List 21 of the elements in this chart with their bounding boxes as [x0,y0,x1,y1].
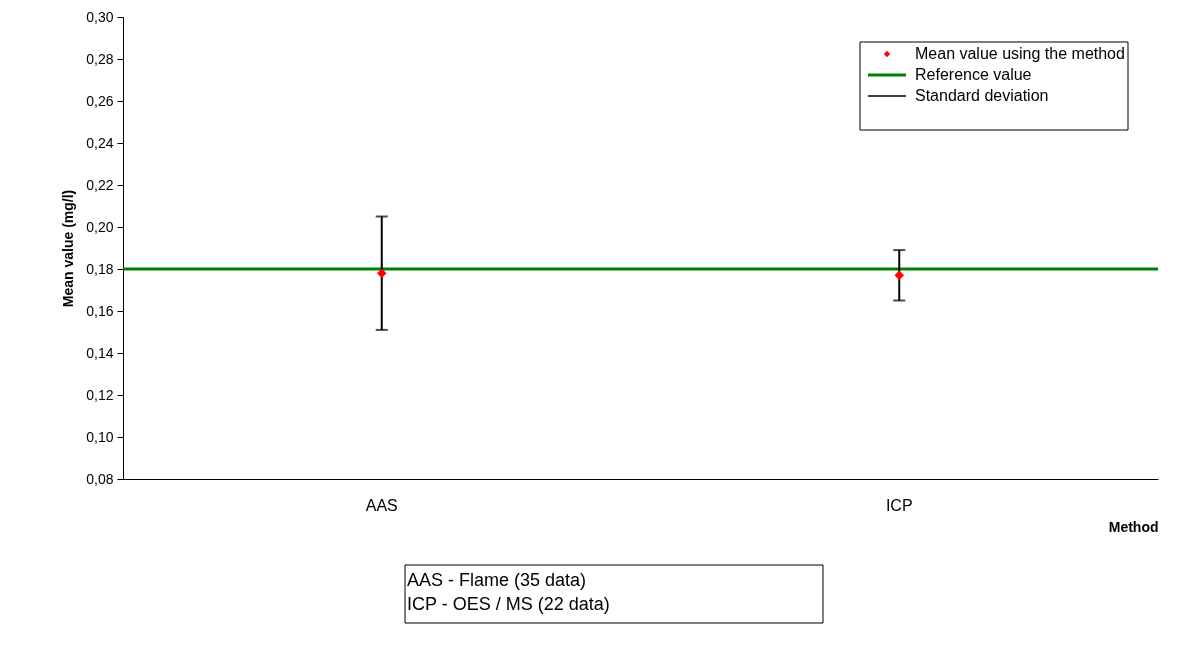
x-tick-label: ICP [885,496,913,514]
x-axis-title: Method [1108,518,1159,535]
y-tick-label: 0,12 [86,386,114,403]
y-tick-label: 0,26 [86,92,114,109]
y-tick-label: 0,16 [86,302,114,319]
annotation: Standard deviation [915,87,1049,104]
y-tick-label: 0,20 [86,218,114,235]
y-tick-label: 0,14 [86,344,114,361]
text: AAS - Flame (35 data) [407,570,587,590]
y-tick-label: 0,10 [86,428,114,445]
y-tick-label: 0,08 [86,470,114,487]
y-tick-label: 0,24 [86,134,114,151]
text: ICP - OES / MS (22 data) [407,594,610,614]
y-tick-label: 0,28 [86,50,114,67]
legend-label: Mean value using the method [915,45,1125,62]
y-tick-label: 0,22 [86,176,114,193]
y-axis-title: Mean value (mg/l) [60,189,77,308]
y-tick-label: 0,30 [86,8,114,25]
y-tick-label: 0,18 [86,260,114,277]
x-tick-label: AAS [365,496,398,514]
legend-label: Reference value [915,66,1032,83]
